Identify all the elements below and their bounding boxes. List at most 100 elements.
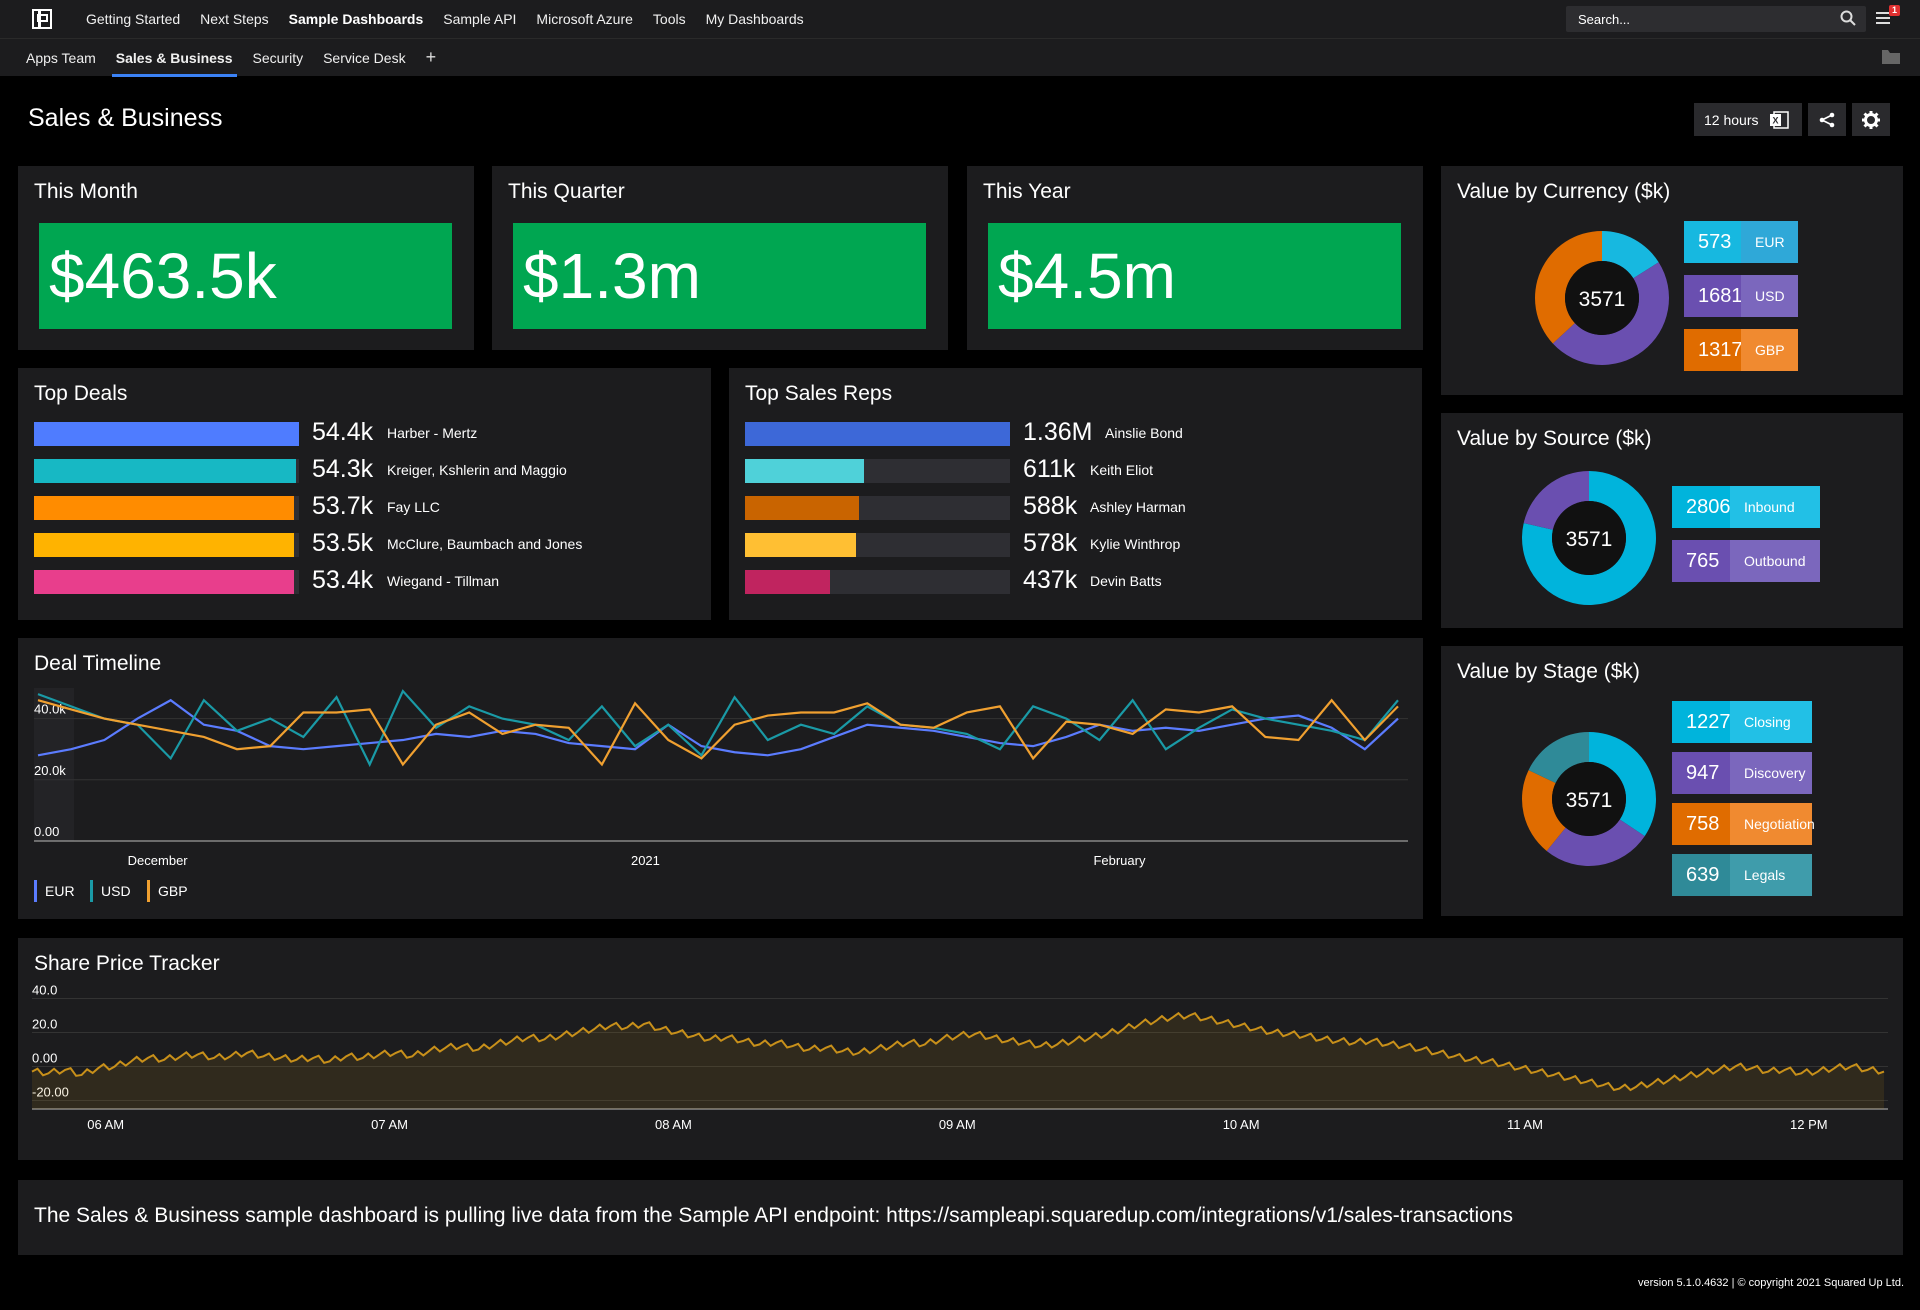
donut-chart[interactable]: 3571 xyxy=(1509,719,1669,879)
chart-axis-band xyxy=(34,688,74,841)
share-price-line[interactable] xyxy=(31,1011,1885,1092)
donut-slice-gbp[interactable] xyxy=(1535,231,1602,344)
search-box[interactable] xyxy=(1566,6,1866,32)
donut-slice-usd[interactable] xyxy=(1552,262,1669,365)
bar-row[interactable]: 437k Devin Batts xyxy=(745,566,1405,594)
nav-item-my-dashboards[interactable]: My Dashboards xyxy=(705,11,804,27)
donut-slice-eur[interactable] xyxy=(1602,231,1659,279)
donut-slice-inbound[interactable] xyxy=(1522,471,1656,605)
bar-row[interactable]: 53.4k Wiegand - Tillman xyxy=(34,566,694,594)
tab-security[interactable]: Security xyxy=(252,49,304,66)
bar-row[interactable]: 578k Kylie Winthrop xyxy=(745,529,1405,557)
bar-row[interactable]: 588k Ashley Harman xyxy=(745,492,1405,520)
donut-chart[interactable]: 3571 xyxy=(1509,458,1669,618)
tab-sales-business[interactable]: Sales & Business xyxy=(106,39,243,77)
bar-row[interactable]: 611k Keith Eliot xyxy=(745,455,1405,483)
donut-center xyxy=(1552,762,1626,836)
x-tick-label: 12 PM xyxy=(1790,1117,1828,1132)
legend-chip-closing[interactable]: 1227 Closing xyxy=(1672,701,1812,743)
legend-chip-negotiation[interactable]: 758 Negotiation xyxy=(1672,803,1815,845)
time-range-button[interactable]: 12 hours X xyxy=(1694,103,1802,136)
legend-label: EUR xyxy=(1741,221,1798,263)
logo-icon[interactable] xyxy=(24,8,60,30)
y-tick-label: 0.00 xyxy=(34,824,59,839)
x-tick-label: 11 AM xyxy=(1507,1117,1543,1132)
legend-chip-inbound[interactable]: 2806 Inbound xyxy=(1672,486,1820,528)
nav-item-microsoft-azure[interactable]: Microsoft Azure xyxy=(536,11,633,27)
search-input[interactable] xyxy=(1576,10,1816,28)
legend-chip-legals[interactable]: 639 Legals xyxy=(1672,854,1812,896)
legend-item-usd[interactable]: USD xyxy=(90,880,131,902)
legend-chip-gbp[interactable]: 1317 GBP xyxy=(1684,329,1798,371)
legend-item-eur[interactable]: EUR xyxy=(34,880,75,902)
legend-label: Discovery xyxy=(1730,752,1812,794)
bar-fill xyxy=(745,496,859,520)
legend-label: GBP xyxy=(158,883,188,899)
bar-row[interactable]: 54.4k Harber - Mertz xyxy=(34,418,694,446)
bar-row[interactable]: 53.5k McClure, Baumbach and Jones xyxy=(34,529,694,557)
version-text: version 5.1.0.4632 | © copyright 2021 Sq… xyxy=(1638,1277,1904,1289)
legend-value: 1681 xyxy=(1684,275,1743,317)
donut-slice-outbound[interactable] xyxy=(1523,471,1589,530)
bar-track xyxy=(34,459,299,483)
add-tab-button[interactable]: + xyxy=(425,47,437,67)
tab-apps-team[interactable]: Apps Team xyxy=(26,49,96,66)
legend-chip-discovery[interactable]: 947 Discovery xyxy=(1672,752,1812,794)
legend-label: Outbound xyxy=(1730,540,1820,582)
nav-item-getting-started[interactable]: Getting Started xyxy=(86,11,181,27)
share-button[interactable] xyxy=(1808,103,1846,136)
legend-chip-eur[interactable]: 573 EUR xyxy=(1684,221,1798,263)
value-by-currency-panel: Value by Currency ($k) 3571 573 EUR 1681 USD… xyxy=(1441,166,1903,395)
share-price-chart[interactable]: 40.0 20.0 0.00 -20.00 06 AM 07 AM 08 AM 09 AM 10… xyxy=(18,938,1903,1160)
bar-row[interactable]: 54.3k Kreiger, Kshlerin and Maggio xyxy=(34,455,694,483)
export-excel-icon[interactable]: X xyxy=(1770,110,1790,129)
bar-fill xyxy=(34,422,299,446)
legend-value: 1317 xyxy=(1684,329,1743,371)
settings-button[interactable] xyxy=(1852,103,1890,136)
series-line-gbp[interactable] xyxy=(37,698,1399,767)
legend-chip-usd[interactable]: 1681 USD xyxy=(1684,275,1798,317)
legend-item-gbp[interactable]: GBP xyxy=(147,880,188,902)
legend-chip-outbound[interactable]: 765 Outbound xyxy=(1672,540,1820,582)
y-tick-label: 20.0k xyxy=(34,763,66,778)
legend-value: 947 xyxy=(1672,752,1730,794)
value-by-source-panel: Value by Source ($k) 3571 2806 Inbound 765 O… xyxy=(1441,413,1903,628)
nav-item-sample-dashboards[interactable]: Sample Dashboards xyxy=(288,11,424,27)
bar-label: Ainslie Bond xyxy=(1105,425,1183,441)
kpi-tile-month[interactable]: This Month $463.5k xyxy=(18,166,474,350)
donut-slice-discovery[interactable] xyxy=(1546,819,1645,866)
bar-row[interactable]: 1.36M Ainslie Bond xyxy=(745,418,1405,446)
kpi-title: This Quarter xyxy=(508,180,625,203)
page-title: Sales & Business xyxy=(28,104,223,132)
donut-slice-legals[interactable] xyxy=(1528,732,1589,784)
donut-chart[interactable]: 3571 xyxy=(1522,218,1682,378)
nav-item-sample-api[interactable]: Sample API xyxy=(443,11,517,27)
tab-service-desk[interactable]: Service Desk xyxy=(323,49,406,66)
kpi-tile-year[interactable]: This Year $4.5m xyxy=(967,166,1423,350)
nav-item-next-steps[interactable]: Next Steps xyxy=(200,11,269,27)
y-tick-label: 0.00 xyxy=(32,1051,57,1066)
panel-title: Value by Currency ($k) xyxy=(1457,180,1671,203)
nav-items: Getting Started Next Steps Sample Dashboar… xyxy=(76,0,814,38)
x-tick-label: 2021 xyxy=(631,853,660,868)
bar-track xyxy=(34,496,299,520)
series-line-usd[interactable] xyxy=(37,689,1399,768)
legend-value: 758 xyxy=(1672,803,1730,845)
bar-fill xyxy=(745,533,857,557)
bar-row[interactable]: 53.7k Fay LLC xyxy=(34,492,694,520)
donut-slice-closing[interactable] xyxy=(1589,732,1656,837)
legend-value: 765 xyxy=(1672,540,1730,582)
notifications-button[interactable]: 1 xyxy=(1876,5,1900,29)
search-icon[interactable] xyxy=(1840,10,1856,29)
bar-value: 437k xyxy=(1023,566,1078,594)
bar-label: Kylie Winthrop xyxy=(1090,536,1181,552)
legend-value: 1227 xyxy=(1672,701,1731,743)
kpi-value: $4.5m xyxy=(988,223,1401,329)
series-line-eur[interactable] xyxy=(37,698,1399,757)
legend-label: Negotiation xyxy=(1730,803,1815,845)
nav-item-tools[interactable]: Tools xyxy=(652,11,686,27)
folder-icon[interactable] xyxy=(1882,50,1900,69)
kpi-tile-quarter[interactable]: This Quarter $1.3m xyxy=(492,166,948,350)
donut-slice-negotiation[interactable] xyxy=(1522,770,1566,851)
